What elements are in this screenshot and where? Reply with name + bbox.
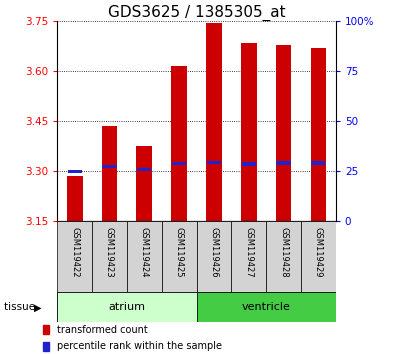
- Bar: [206, 23, 222, 221]
- Bar: [137, 168, 151, 171]
- Title: GDS3625 / 1385305_at: GDS3625 / 1385305_at: [108, 5, 285, 21]
- Bar: [241, 43, 257, 221]
- Bar: [102, 126, 117, 221]
- Bar: [67, 176, 83, 221]
- Bar: [43, 342, 49, 351]
- Bar: [301, 221, 336, 292]
- Bar: [197, 292, 336, 322]
- Bar: [310, 48, 326, 221]
- Bar: [57, 221, 92, 292]
- Text: ▶: ▶: [34, 302, 41, 312]
- Bar: [242, 162, 256, 166]
- Text: GSM119429: GSM119429: [314, 227, 323, 278]
- Bar: [276, 45, 292, 221]
- Bar: [92, 221, 127, 292]
- Bar: [57, 292, 197, 322]
- Bar: [102, 165, 117, 168]
- Text: atrium: atrium: [108, 302, 145, 312]
- Bar: [197, 221, 231, 292]
- Bar: [162, 221, 197, 292]
- Text: GSM119422: GSM119422: [70, 227, 79, 278]
- Bar: [136, 146, 152, 221]
- Text: GSM119423: GSM119423: [105, 227, 114, 278]
- Text: percentile rank within the sample: percentile rank within the sample: [57, 341, 222, 352]
- Text: GSM119424: GSM119424: [140, 227, 149, 278]
- Bar: [68, 170, 82, 173]
- Text: GSM119427: GSM119427: [244, 227, 253, 278]
- Text: transformed count: transformed count: [57, 325, 148, 335]
- Bar: [171, 66, 187, 221]
- Bar: [276, 161, 291, 165]
- Text: tissue: tissue: [4, 302, 38, 312]
- Text: GSM119425: GSM119425: [175, 227, 184, 278]
- Text: GSM119428: GSM119428: [279, 227, 288, 278]
- Text: ventricle: ventricle: [242, 302, 291, 312]
- Bar: [207, 161, 221, 164]
- Bar: [172, 162, 186, 165]
- Bar: [231, 221, 266, 292]
- Bar: [127, 221, 162, 292]
- Bar: [266, 221, 301, 292]
- Bar: [311, 161, 325, 165]
- Text: GSM119426: GSM119426: [209, 227, 218, 278]
- Bar: [43, 325, 49, 334]
